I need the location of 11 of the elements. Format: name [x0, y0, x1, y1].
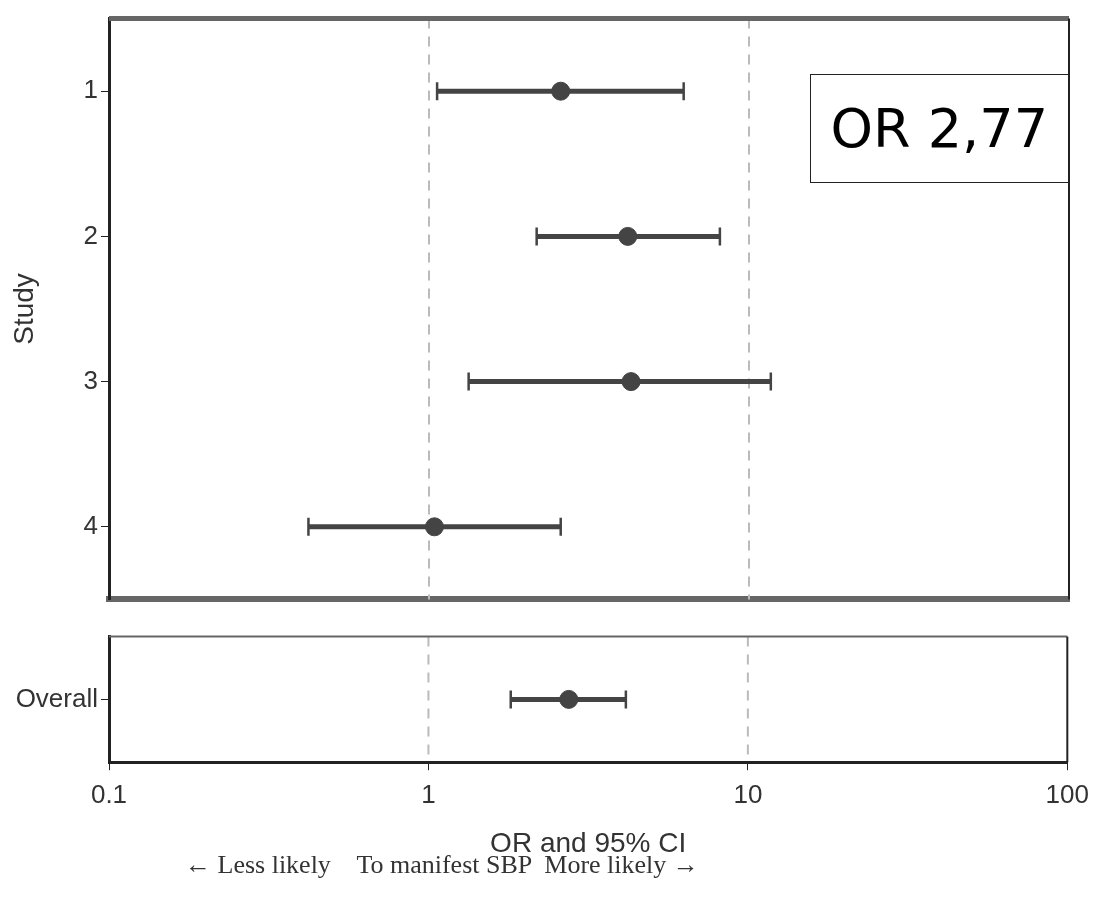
- y-tick-label: Overall: [15, 682, 98, 713]
- annotation: OR 2,77: [809, 73, 1069, 183]
- y-tick-label: 4: [83, 509, 98, 540]
- y-tick-label: 2: [83, 219, 98, 250]
- x-tick-label: 1: [421, 778, 436, 809]
- x-tick-label: 0.1: [90, 778, 128, 809]
- y-axis-title: Study: [7, 273, 39, 345]
- x-tick-label: 10: [733, 778, 763, 809]
- y-tick-label: 1: [83, 74, 98, 105]
- y-tick-label: 3: [83, 364, 98, 395]
- x-tick-label: 100: [1045, 778, 1090, 809]
